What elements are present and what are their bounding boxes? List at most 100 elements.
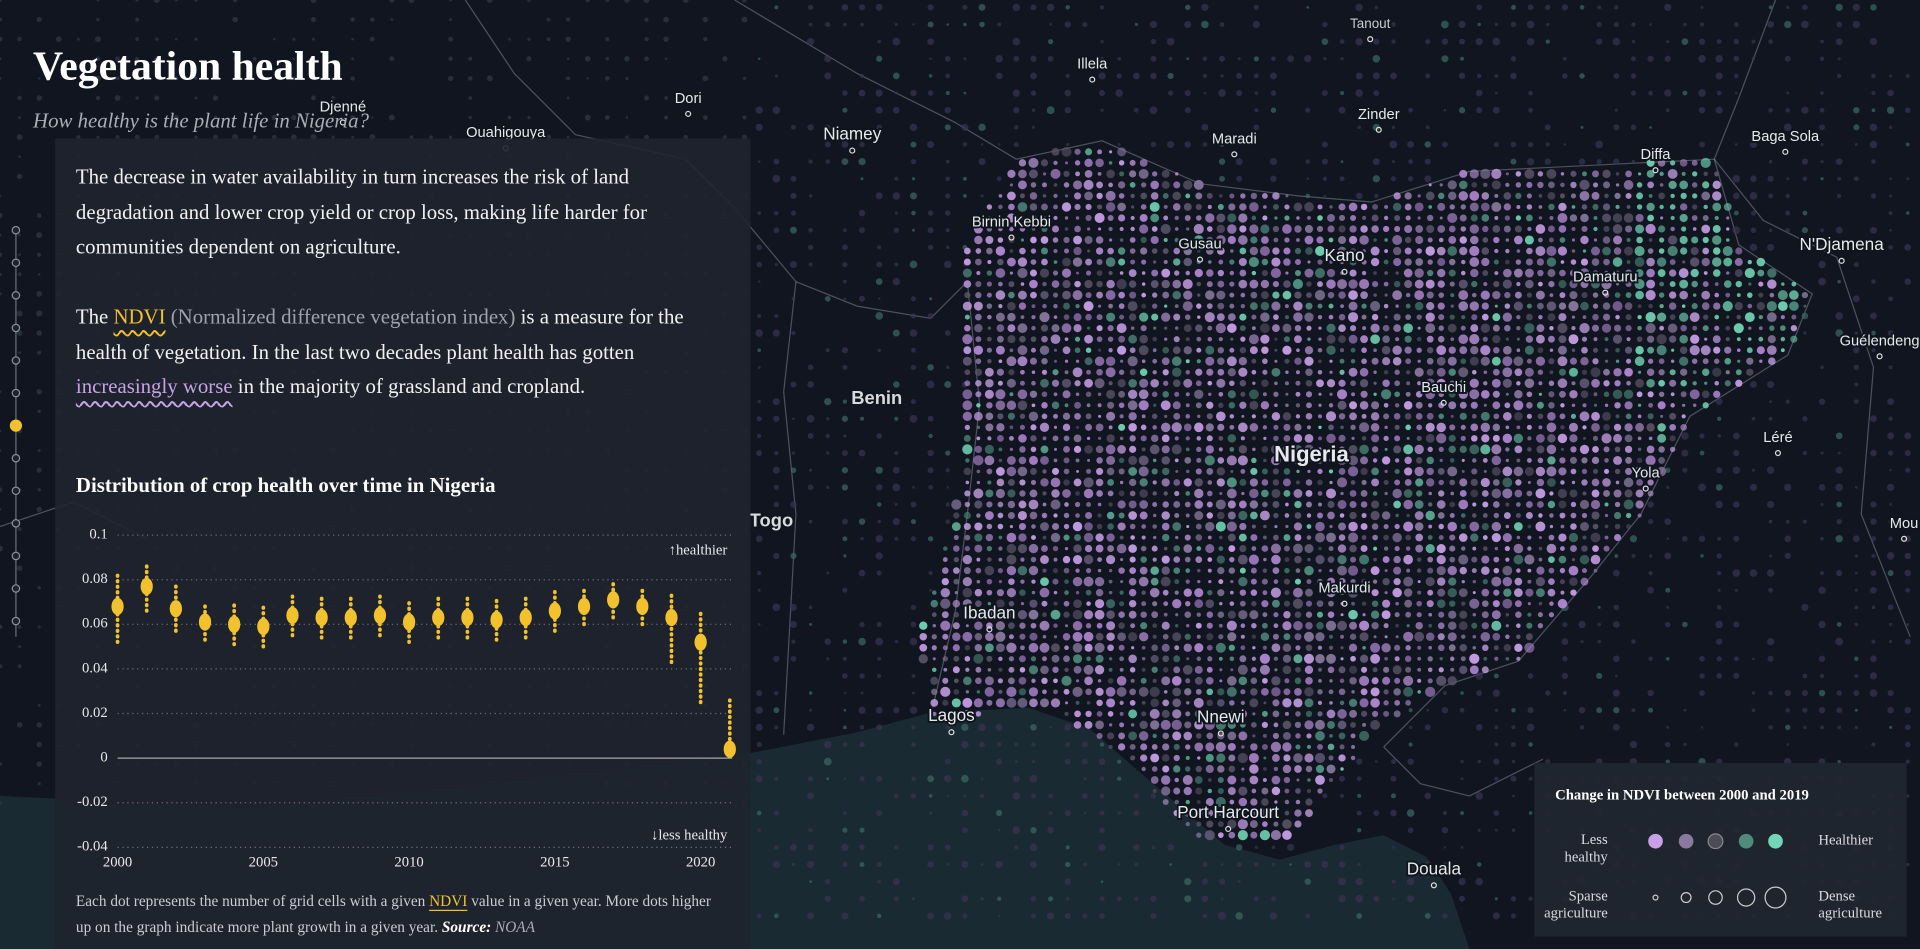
- ndvi-dot: [1040, 236, 1049, 244]
- ndvi-dot: [1415, 235, 1424, 245]
- ndvi-dot: [1526, 622, 1533, 629]
- ndvi-dot: [1019, 380, 1025, 386]
- background-dot: [963, 22, 967, 27]
- background-dot: [928, 485, 933, 490]
- ndvi-dot: [1218, 447, 1223, 452]
- ndvi-dot: [1690, 257, 1700, 267]
- background-dot: [1338, 861, 1346, 868]
- ndvi-dot: [997, 237, 1004, 243]
- background-dot: [1254, 862, 1259, 867]
- ndvi-dot: [1602, 313, 1611, 321]
- ndvi-dot: [1117, 247, 1126, 255]
- background-dot: [1835, 158, 1843, 166]
- ndvi-dot: [1086, 403, 1091, 408]
- background-dot: [1030, 827, 1037, 834]
- background-dot: [1871, 553, 1876, 559]
- background-dot: [1236, 72, 1243, 79]
- ndvi-dot: [1789, 290, 1799, 300]
- background-dot: [1820, 536, 1824, 541]
- ndvi-dot: [1558, 390, 1566, 398]
- ndvi-dot: [1370, 566, 1380, 576]
- ndvi-dot: [1701, 191, 1711, 201]
- ndvi-dot: [1603, 380, 1610, 387]
- ndvi-dot: [1139, 511, 1148, 520]
- ndvi-dot: [1569, 291, 1578, 300]
- ndvi-dot: [1074, 160, 1081, 166]
- ndvi-dot: [1458, 621, 1468, 631]
- ndvi-dot: [1153, 535, 1157, 540]
- ndvi-dot: [1328, 546, 1334, 552]
- ndvi-dot: [997, 258, 1004, 266]
- background-dot: [37, 449, 41, 453]
- background-dot: [1390, 72, 1397, 80]
- background-dot: [910, 621, 917, 628]
- background-dot: [1854, 331, 1859, 335]
- ndvi-dot: [1117, 445, 1126, 454]
- background-dot: [1356, 913, 1363, 919]
- ndvi-dot: [1129, 556, 1136, 563]
- ndvi-dot: [1371, 467, 1379, 476]
- ndvi-dot: [1395, 635, 1399, 639]
- ndvi-dot: [1425, 191, 1435, 201]
- ndvi-dot: [1526, 313, 1533, 321]
- ndvi-dot: [986, 292, 992, 298]
- ndvi-dot: [1118, 611, 1125, 618]
- background-dot: [1477, 759, 1481, 764]
- ndvi-dot: [1394, 468, 1400, 475]
- ndvi-dot: [1227, 213, 1237, 223]
- background-dot: [1218, 89, 1226, 97]
- ndvi-dot: [1349, 621, 1358, 630]
- ndvi-dot: [1647, 391, 1654, 398]
- ndvi-dot: [1017, 389, 1028, 400]
- ndvi-dot: [1183, 643, 1192, 652]
- ndvi-dot: [962, 334, 973, 345]
- background-dot: [944, 330, 951, 336]
- ndvi-dot: [1127, 356, 1138, 367]
- ndvi-dot: [1604, 403, 1609, 407]
- ndvi-dot: [1645, 312, 1656, 323]
- ndvi-dot: [1141, 524, 1146, 529]
- background-dot: [875, 89, 883, 97]
- ndvi-dot: [995, 290, 1006, 300]
- background-dot: [1134, 862, 1139, 867]
- ndvi-dot: [1272, 324, 1280, 333]
- background-dot: [789, 260, 798, 269]
- ndvi-dot: [1295, 645, 1301, 651]
- ndvi-dot: [1604, 270, 1609, 276]
- ndvi-dot: [1724, 346, 1732, 354]
- background-dot: [997, 914, 1001, 918]
- ndvi-dot: [1130, 326, 1135, 330]
- ndvi-dot: [1196, 436, 1202, 441]
- background-dot: [1048, 793, 1053, 799]
- background-dot: [1666, 605, 1670, 609]
- ndvi-dot: [1362, 249, 1366, 253]
- ndvi-dot: [1108, 182, 1113, 188]
- ndvi-dot: [1129, 445, 1137, 453]
- ndvi-dot: [1019, 247, 1026, 255]
- background-dot: [927, 141, 935, 148]
- background-dot: [527, 0, 531, 2]
- ndvi-dot: [1239, 544, 1247, 553]
- ndvi-dot: [1612, 301, 1623, 312]
- ndvi-dot: [1404, 224, 1413, 234]
- ndvi-dot: [1361, 303, 1367, 309]
- ndvi-dot: [1118, 468, 1125, 475]
- background-dot: [961, 895, 969, 903]
- ndvi-dot: [1480, 477, 1490, 488]
- background-dot: [742, 115, 747, 120]
- ndvi-dot: [1259, 246, 1270, 256]
- background-dot: [843, 297, 847, 301]
- ndvi-dot: [1315, 555, 1325, 565]
- ndvi-dot: [1318, 590, 1322, 595]
- ndvi-dot: [1263, 205, 1267, 209]
- ndvi-dot: [976, 403, 981, 408]
- ndvi-dot: [974, 522, 983, 531]
- ndvi-dot: [1118, 402, 1125, 409]
- background-dot: [997, 828, 1001, 832]
- ndvi-dot: [1592, 435, 1599, 441]
- ndvi-dot: [1139, 334, 1148, 344]
- ndvi-dot: [1009, 249, 1014, 253]
- background-dot: [996, 758, 1003, 765]
- background-dot: [1802, 416, 1808, 422]
